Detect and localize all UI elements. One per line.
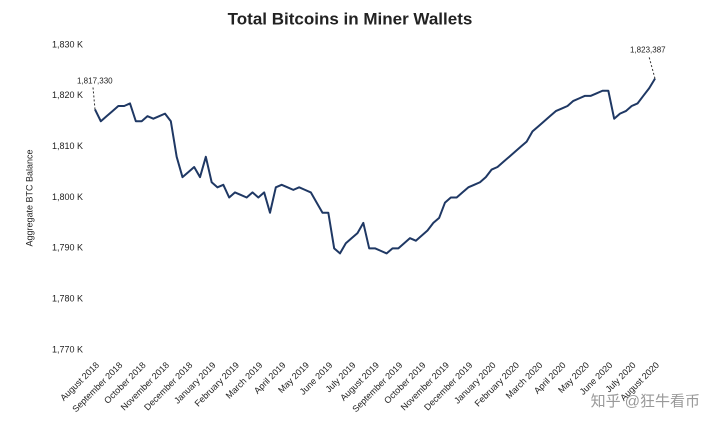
chart-title: Total Bitcoins in Miner Wallets xyxy=(228,9,473,28)
annotation-leader xyxy=(648,56,656,79)
y-axis-title: Aggregate BTC Balance xyxy=(24,149,34,246)
y-tick-label: 1,780 K xyxy=(52,294,83,304)
y-tick-label: 1,770 K xyxy=(52,344,83,354)
line xyxy=(94,78,656,255)
annotation-leader xyxy=(92,87,96,110)
y-tick-label: 1,820 K xyxy=(52,90,83,100)
y-tick-label: 1,800 K xyxy=(52,192,83,202)
y-tick-label: 1,810 K xyxy=(52,141,83,151)
annotation-label: 1,823,387 xyxy=(630,46,666,55)
y-tick-label: 1,790 K xyxy=(52,243,83,253)
annotation-label: 1,817,330 xyxy=(77,77,113,86)
y-tick-label: 1,830 K xyxy=(52,39,83,49)
watermark: 知乎 @狂牛看币 xyxy=(591,393,700,410)
